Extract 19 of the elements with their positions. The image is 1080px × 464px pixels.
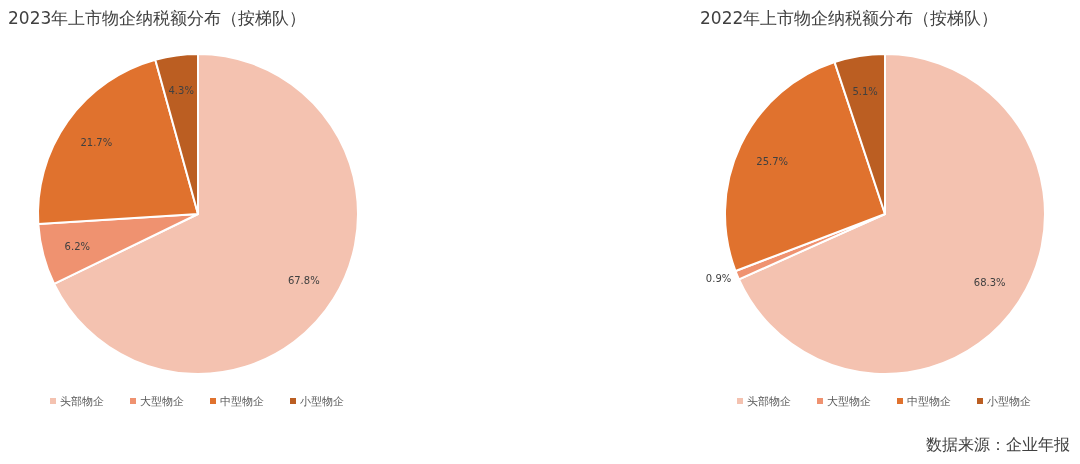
legend-label: 小型物企	[300, 395, 344, 408]
chart-title: 2023年上市物企纳税额分布（按梯队）	[8, 8, 307, 28]
legend-label: 中型物企	[220, 395, 264, 408]
data-label: 25.7%	[756, 155, 789, 167]
data-label: 0.9%	[705, 272, 732, 284]
data-label: 4.3%	[168, 85, 194, 97]
source-note: 数据来源：企业年报	[926, 435, 1070, 454]
legend-label: 大型物企	[140, 395, 184, 408]
legend-label: 头部物企	[60, 395, 104, 408]
legend-label: 大型物企	[827, 395, 871, 408]
data-label: 21.7%	[80, 136, 113, 148]
data-label: 5.1%	[852, 85, 878, 97]
data-label: 67.8%	[287, 275, 320, 287]
data-label: 68.3%	[973, 276, 1006, 288]
legend-label: 头部物企	[747, 395, 791, 408]
chart-title: 2022年上市物企纳税额分布（按梯队）	[700, 8, 999, 28]
data-label: 6.2%	[64, 240, 91, 252]
legend-label: 小型物企	[987, 395, 1031, 408]
legend-label: 中型物企	[907, 395, 951, 408]
